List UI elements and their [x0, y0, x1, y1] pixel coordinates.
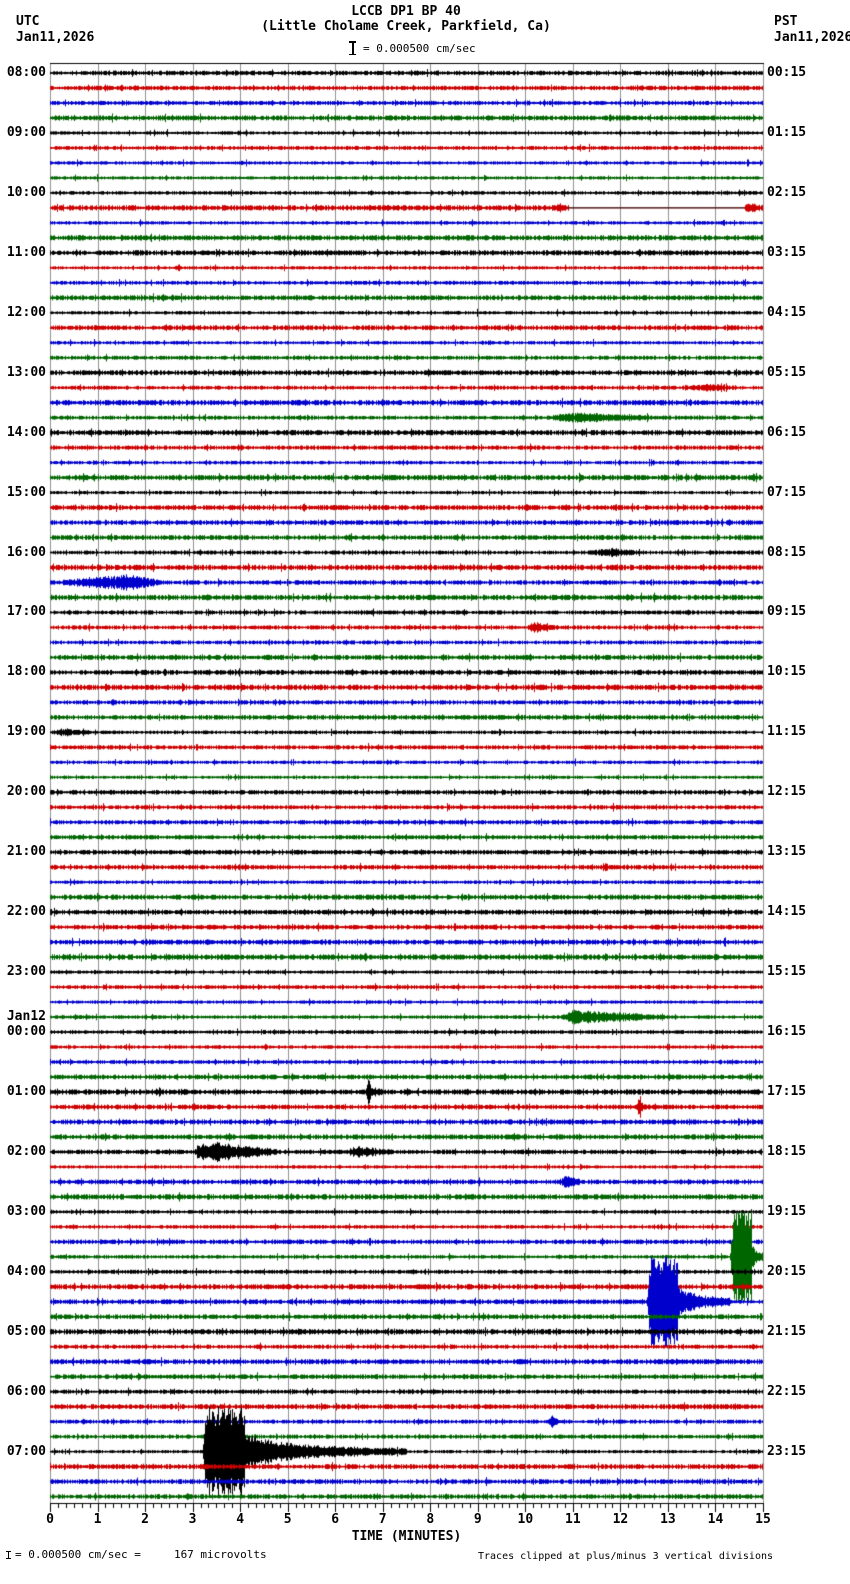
- pst-hour-label: 23:15: [767, 1443, 807, 1459]
- pst-hour-label: 03:15: [767, 244, 807, 260]
- utc-hour-label: 02:00: [6, 1143, 46, 1159]
- utc-hour-label: 09:00: [6, 124, 46, 140]
- mini-scale-bar-icon: [6, 1550, 11, 1559]
- pst-hour-label: 12:15: [767, 784, 807, 800]
- x-axis-tick-label: 3: [188, 1512, 197, 1527]
- x-axis-tick-label: 10: [517, 1512, 534, 1527]
- utc-hour-label: 07:00: [6, 1443, 46, 1459]
- utc-hour-label: 05:00: [6, 1323, 46, 1339]
- pst-hour-label: 18:15: [767, 1143, 807, 1159]
- x-axis-tick-label: 9: [473, 1512, 482, 1527]
- x-axis-title: TIME (MINUTES): [351, 1529, 462, 1544]
- pst-hour-label: 01:15: [767, 124, 807, 140]
- pst-hour-label: 08:15: [767, 544, 807, 560]
- station-title: LCCB DP1 BP 40: [351, 4, 461, 19]
- utc-hour-label: 04:00: [6, 1263, 46, 1279]
- x-axis-tick-label: 4: [236, 1512, 245, 1527]
- scale-bar-icon: [348, 41, 357, 55]
- x-axis-tick-label: 8: [426, 1512, 435, 1527]
- x-axis-tick-label: 7: [378, 1512, 387, 1527]
- pst-hour-label: 14:15: [767, 904, 807, 920]
- pst-hour-label: 13:15: [767, 844, 807, 860]
- utc-hour-label: 21:00: [6, 844, 46, 860]
- pst-hour-label: 09:15: [767, 604, 807, 620]
- x-axis-tick-label: 11: [565, 1512, 581, 1527]
- scale-text: = 0.000500 cm/sec: [363, 41, 476, 55]
- pst-hour-label: 04:15: [767, 304, 807, 320]
- pst-timezone-label: PST: [774, 14, 798, 29]
- x-axis-tick-label: 13: [660, 1512, 676, 1527]
- station-subtitle: (Little Cholame Creek, Parkfield, Ca): [261, 19, 551, 34]
- clipping-note: Traces clipped at plus/minus 3 vertical …: [478, 1551, 774, 1562]
- pst-hour-label: 17:15: [767, 1083, 807, 1099]
- pst-hour-label: 10:15: [767, 664, 807, 680]
- utc-hour-label: 17:00: [6, 604, 46, 620]
- utc-hour-label: 08:00: [6, 65, 46, 80]
- pst-hour-label: 02:15: [767, 184, 807, 200]
- x-axis-tick-label: 1: [93, 1512, 102, 1527]
- pst-date: Jan11,2026: [774, 30, 850, 45]
- utc-hour-label: 14:00: [6, 424, 46, 440]
- utc-hour-label: 16:00: [6, 544, 46, 560]
- pst-hour-label: 05:15: [767, 364, 807, 380]
- utc-date: Jan11,2026: [16, 30, 95, 45]
- x-axis-tick-label: 5: [283, 1512, 292, 1527]
- pst-hour-label: 06:15: [767, 424, 807, 440]
- utc-hour-label: Jan12: [6, 1009, 46, 1025]
- utc-hour-label: 06:00: [6, 1383, 46, 1399]
- x-axis-tick-label: 15: [755, 1512, 771, 1527]
- x-axis-tick-label: 12: [612, 1512, 629, 1527]
- utc-hour-label: 12:00: [6, 304, 46, 320]
- utc-hour-label: 22:00: [6, 904, 46, 920]
- utc-hour-label: 10:00: [6, 184, 46, 200]
- x-axis-tick-label: 0: [46, 1512, 54, 1527]
- pst-hour-label: 19:15: [767, 1203, 807, 1219]
- x-axis-tick-label: 14: [707, 1512, 724, 1527]
- x-axis-tick-label: 2: [141, 1512, 149, 1527]
- pst-hour-label: 20:15: [767, 1263, 807, 1279]
- utc-hour-label: 18:00: [6, 664, 46, 680]
- utc-hour-label: 20:00: [6, 784, 46, 800]
- x-axis-tick-label: 6: [331, 1512, 340, 1527]
- utc-hour-label: 11:00: [6, 244, 46, 260]
- utc-hour-label: 00:00: [6, 1024, 46, 1040]
- footer-scale-note: = 0.000500 cm/sec = 167 microvolts: [6, 1548, 267, 1561]
- utc-timezone-label: UTC: [16, 14, 40, 29]
- utc-hour-label: 15:00: [6, 484, 46, 500]
- utc-hour-label: 03:00: [6, 1203, 46, 1219]
- pst-hour-label: 00:15: [767, 65, 807, 80]
- utc-hour-label: 13:00: [6, 364, 46, 380]
- pst-hour-label: 15:15: [767, 964, 807, 980]
- pst-hour-label: 21:15: [767, 1323, 807, 1339]
- amplitude-scale-legend: = 0.000500 cm/sec: [348, 40, 476, 56]
- pst-hour-label: 07:15: [767, 484, 807, 500]
- pst-hour-label: 16:15: [767, 1024, 807, 1040]
- utc-hour-label: 19:00: [6, 724, 46, 740]
- pst-hour-label: 11:15: [767, 724, 807, 740]
- utc-hour-label: 23:00: [6, 964, 46, 980]
- utc-hour-label: 01:00: [6, 1083, 46, 1099]
- footer-scale-text: = 0.000500 cm/sec = 167 microvolts: [15, 1548, 267, 1561]
- pst-hour-label: 22:15: [767, 1383, 807, 1399]
